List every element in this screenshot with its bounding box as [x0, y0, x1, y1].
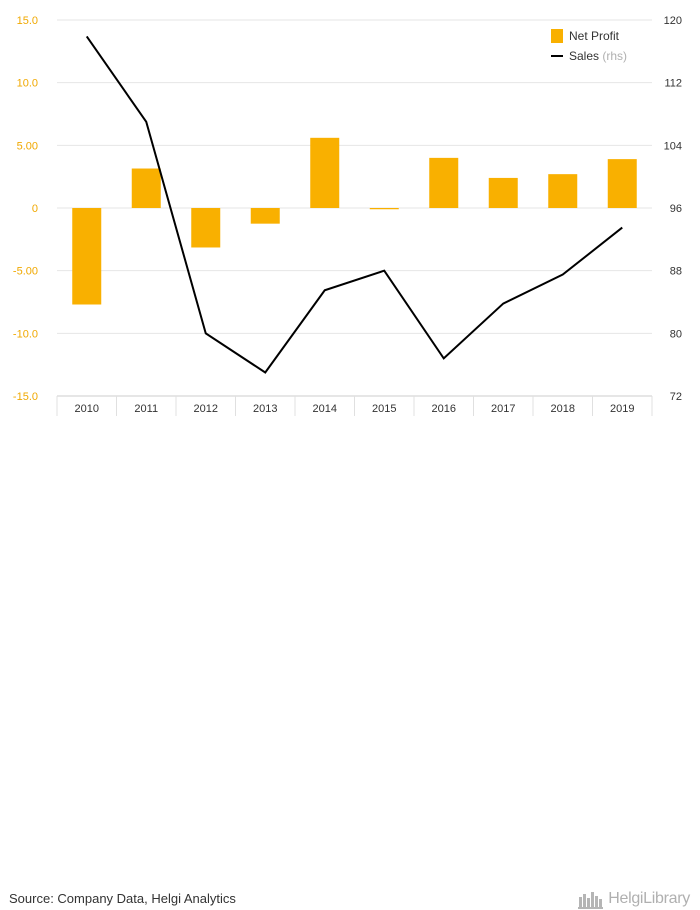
sales-line [85, 35, 623, 374]
helgi-library-logo-icon [578, 892, 604, 909]
x-axis-tick-label: 2019 [610, 403, 634, 415]
net-profit-bar [369, 208, 399, 210]
x-axis-tick-label: 2015 [372, 403, 396, 415]
left-axis-tick-label: -15.0 [13, 391, 38, 403]
net-profit-bar [191, 208, 221, 248]
left-axis-tick-label: 15.0 [17, 15, 38, 27]
net-profit-bar [310, 137, 340, 208]
net-profit-bar [548, 174, 578, 208]
right-axis-tick-label: 72 [670, 391, 682, 403]
helgi-library-logo: HelgiLibrary [578, 888, 690, 910]
right-axis-tick-label: 80 [670, 328, 682, 340]
x-axis-tick-label: 2012 [194, 403, 218, 415]
right-axis-tick-label: 112 [664, 78, 682, 90]
net-profit-bar [429, 157, 459, 208]
left-axis-tick-label: -10.0 [13, 328, 38, 340]
x-axis-tick-label: 2010 [75, 403, 99, 415]
footer: Source: Company Data, Helgi Analytics He… [0, 440, 700, 909]
net-profit-bar [72, 208, 102, 305]
x-axis-tick-label: 2016 [432, 403, 456, 415]
x-axis-tick-label: 2017 [491, 403, 515, 415]
axes [56, 395, 653, 416]
right-axis-tick-label: 120 [664, 15, 682, 27]
legend-label-net-profit: Net Profit [569, 29, 620, 43]
tick-labels: 15.0 10.0 5.00 0 -5.00 -10.0 -15.0 120 112 104 96 8… [13, 15, 682, 415]
left-axis-tick-label: 5.00 [17, 140, 38, 152]
x-axis-tick-label: 2018 [551, 403, 575, 415]
source-note: Source: Company Data, Helgi Analytics [9, 891, 236, 906]
net-profit-bar [607, 159, 637, 208]
logo-text: HelgiLibrary [608, 890, 690, 907]
sales-line-layer [85, 35, 623, 374]
net-profit-bar [131, 168, 161, 208]
left-axis-tick-label: 0 [32, 203, 38, 215]
net-profit-bars [72, 137, 637, 305]
right-axis-tick-label: 104 [664, 140, 682, 152]
right-axis-tick-label: 96 [670, 203, 682, 215]
x-axis-tick-label: 2011 [134, 403, 158, 415]
right-axis-tick-label: 88 [670, 266, 682, 278]
left-axis-tick-label: 10.0 [17, 78, 38, 90]
legend-swatch-net-profit [551, 29, 563, 43]
x-axis-tick-label: 2013 [253, 403, 277, 415]
left-axis-tick-label: -5.00 [13, 266, 38, 278]
combo-chart: 15.0 10.0 5.00 0 -5.00 -10.0 -15.0 120 112 104 96 8… [13, 15, 682, 416]
legend: Net Profit Sales (rhs) [551, 29, 627, 63]
net-profit-bar [250, 208, 280, 224]
legend-label-sales: Sales (rhs) [569, 49, 627, 63]
legend-label-sales-suffix: (rhs) [602, 49, 627, 63]
x-axis-tick-label: 2014 [313, 403, 337, 415]
net-profit-bar [488, 177, 518, 208]
